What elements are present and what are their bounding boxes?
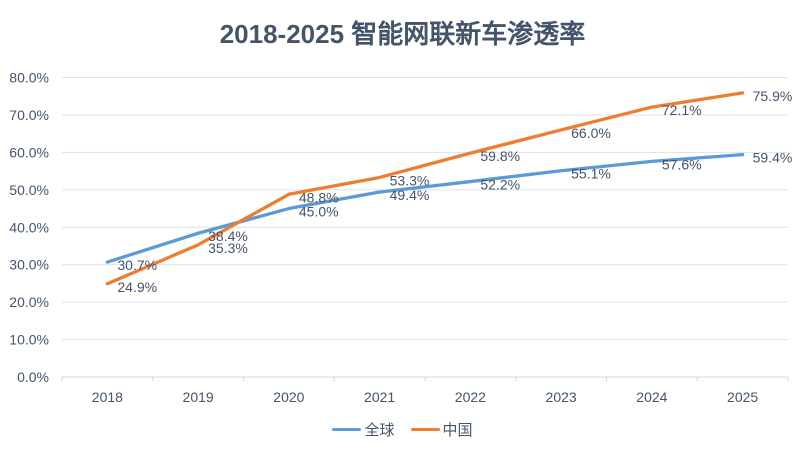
- x-axis-label: 2020: [273, 389, 304, 405]
- x-axis-label: 2021: [364, 389, 395, 405]
- legend-item-china: 中国: [410, 419, 473, 440]
- x-axis-label: 2023: [546, 389, 577, 405]
- y-axis-label: 20.0%: [9, 294, 49, 310]
- data-label-global: 30.7%: [117, 257, 157, 273]
- legend-line-swatch-china: [410, 428, 440, 431]
- legend-item-global: 全球: [332, 419, 395, 440]
- data-label-china: 35.3%: [208, 240, 248, 256]
- data-label-china: 66.0%: [571, 125, 611, 141]
- x-axis-label: 2025: [727, 389, 758, 405]
- x-axis-label: 2019: [183, 389, 214, 405]
- data-label-global: 45.0%: [299, 204, 339, 220]
- data-label-china: 53.3%: [390, 172, 430, 188]
- data-label-global: 38.4%: [208, 228, 248, 244]
- x-axis-label: 2022: [455, 389, 486, 405]
- y-axis-label: 60.0%: [9, 144, 49, 160]
- y-axis-label: 70.0%: [9, 107, 49, 123]
- data-label-china: 72.1%: [662, 102, 702, 118]
- data-label-global: 52.2%: [480, 177, 520, 193]
- data-label-global: 55.1%: [571, 166, 611, 182]
- y-axis-label: 50.0%: [9, 182, 49, 198]
- y-axis-label: 30.0%: [9, 257, 49, 273]
- legend-line-swatch-global: [332, 428, 362, 431]
- data-label-china: 48.8%: [299, 189, 339, 205]
- legend-label-global: 全球: [364, 422, 395, 439]
- y-axis-label: 10.0%: [9, 332, 49, 348]
- data-label-global: 59.4%: [753, 150, 793, 166]
- data-label-china: 59.8%: [480, 148, 520, 164]
- y-axis-label: 0.0%: [17, 369, 49, 385]
- data-label-global: 57.6%: [662, 156, 702, 172]
- data-label-china: 24.9%: [117, 279, 157, 295]
- series-line-global: [105, 152, 745, 264]
- legend-label-china: 中国: [442, 422, 473, 439]
- x-axis-label: 2024: [636, 389, 667, 405]
- y-axis-label: 40.0%: [9, 219, 49, 235]
- data-label-global: 49.4%: [390, 187, 430, 203]
- y-axis-label: 80.0%: [9, 70, 49, 86]
- series-line-china: [105, 91, 745, 286]
- chart-legend: 全球 中国: [0, 419, 805, 440]
- x-axis-label: 2018: [92, 389, 123, 405]
- data-label-china: 75.9%: [753, 88, 793, 104]
- chart-title: 2018-2025 智能网联新车渗透率: [219, 19, 586, 49]
